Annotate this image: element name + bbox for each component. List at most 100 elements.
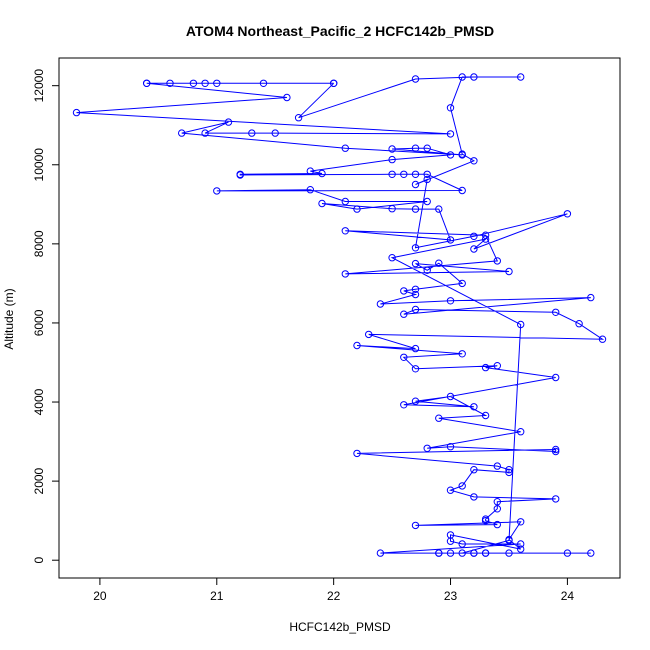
data-point (411, 144, 420, 152)
data-point (552, 445, 560, 454)
data-point (481, 363, 490, 372)
y-tick-label: 12000 (32, 69, 46, 103)
data-point (388, 254, 396, 262)
data-point (517, 540, 525, 548)
data-point (517, 518, 525, 526)
data-point (411, 285, 420, 293)
data-point (517, 73, 525, 81)
data-point (411, 290, 420, 299)
data-point (400, 170, 408, 179)
data-point (376, 549, 385, 557)
data-point (505, 466, 513, 474)
data-point (388, 155, 396, 164)
x-axis: 20 21 22 23 24 (93, 577, 574, 603)
series-path (76, 76, 605, 554)
y-tick-label: 0 (32, 557, 46, 564)
data-point (341, 197, 349, 206)
data-point (72, 108, 81, 117)
data-point (481, 231, 490, 239)
x-tick-label: 21 (210, 589, 224, 603)
data-point (341, 144, 349, 152)
data-point (563, 549, 572, 557)
data-point (446, 443, 455, 451)
data-point (435, 549, 443, 557)
data-point (470, 73, 478, 81)
data-point (446, 130, 455, 138)
data-point (458, 350, 466, 358)
data-point (458, 482, 466, 490)
data-point (330, 79, 338, 88)
data-point (388, 205, 396, 213)
data-point (318, 199, 326, 208)
data-point (587, 293, 595, 302)
data-point (376, 300, 385, 308)
data-point (552, 447, 560, 456)
data-point (517, 545, 525, 553)
y-axis-label: Altitude (m) (2, 288, 16, 349)
y-tick-label: 2000 (32, 467, 46, 494)
data-point (435, 259, 443, 267)
data-point (575, 320, 583, 328)
data-point (189, 79, 198, 88)
data-point (388, 145, 396, 153)
data-point (446, 549, 455, 557)
data-point (481, 517, 490, 525)
y-tick-label: 4000 (32, 388, 46, 415)
data-point (481, 549, 490, 557)
data-point (400, 310, 408, 318)
x-tick-label: 20 (93, 589, 107, 603)
data-point (201, 129, 209, 137)
data-point (423, 266, 431, 274)
data-point (353, 449, 361, 458)
data-point (446, 486, 455, 494)
data-point (166, 79, 174, 88)
data-point (423, 444, 431, 452)
data-point (505, 267, 513, 276)
data-point (446, 104, 455, 112)
y-tick-label: 10000 (32, 148, 46, 182)
data-point (505, 536, 513, 545)
data-point (411, 521, 420, 530)
data-point (493, 520, 501, 529)
data-point (411, 75, 420, 83)
data-point (493, 498, 501, 506)
data-point (178, 129, 186, 137)
data-point (470, 466, 478, 474)
data-point (411, 344, 420, 353)
data-point (411, 397, 420, 405)
data-point (306, 167, 314, 175)
data-point (458, 73, 466, 81)
data-point (446, 151, 455, 159)
data-point (213, 187, 221, 195)
data-point (201, 79, 209, 88)
data-point (435, 205, 443, 213)
y-tick-label: 8000 (32, 230, 46, 257)
y-tick-label: 6000 (32, 309, 46, 336)
y-axis: 0 2000 4000 6000 8000 10000 12000 (32, 69, 59, 564)
data-point (446, 537, 455, 545)
data-point (411, 180, 420, 189)
data-point (587, 549, 595, 557)
data-point (481, 235, 490, 243)
data-point (411, 365, 420, 373)
series-line (76, 76, 605, 554)
data-point (236, 171, 244, 179)
data-point (423, 170, 431, 179)
data-point (411, 305, 420, 314)
data-point (493, 505, 501, 513)
x-tick-label: 23 (444, 589, 458, 603)
data-point (400, 287, 408, 295)
data-point (470, 232, 478, 241)
data-point (552, 495, 560, 503)
data-point (213, 79, 221, 88)
data-point (294, 114, 303, 122)
data-point (259, 79, 268, 88)
data-point (365, 330, 373, 339)
data-point (248, 129, 256, 137)
data-point (400, 353, 408, 361)
data-point (423, 197, 431, 206)
data-point (458, 540, 466, 548)
data-point (411, 244, 420, 252)
data-point (353, 341, 361, 350)
